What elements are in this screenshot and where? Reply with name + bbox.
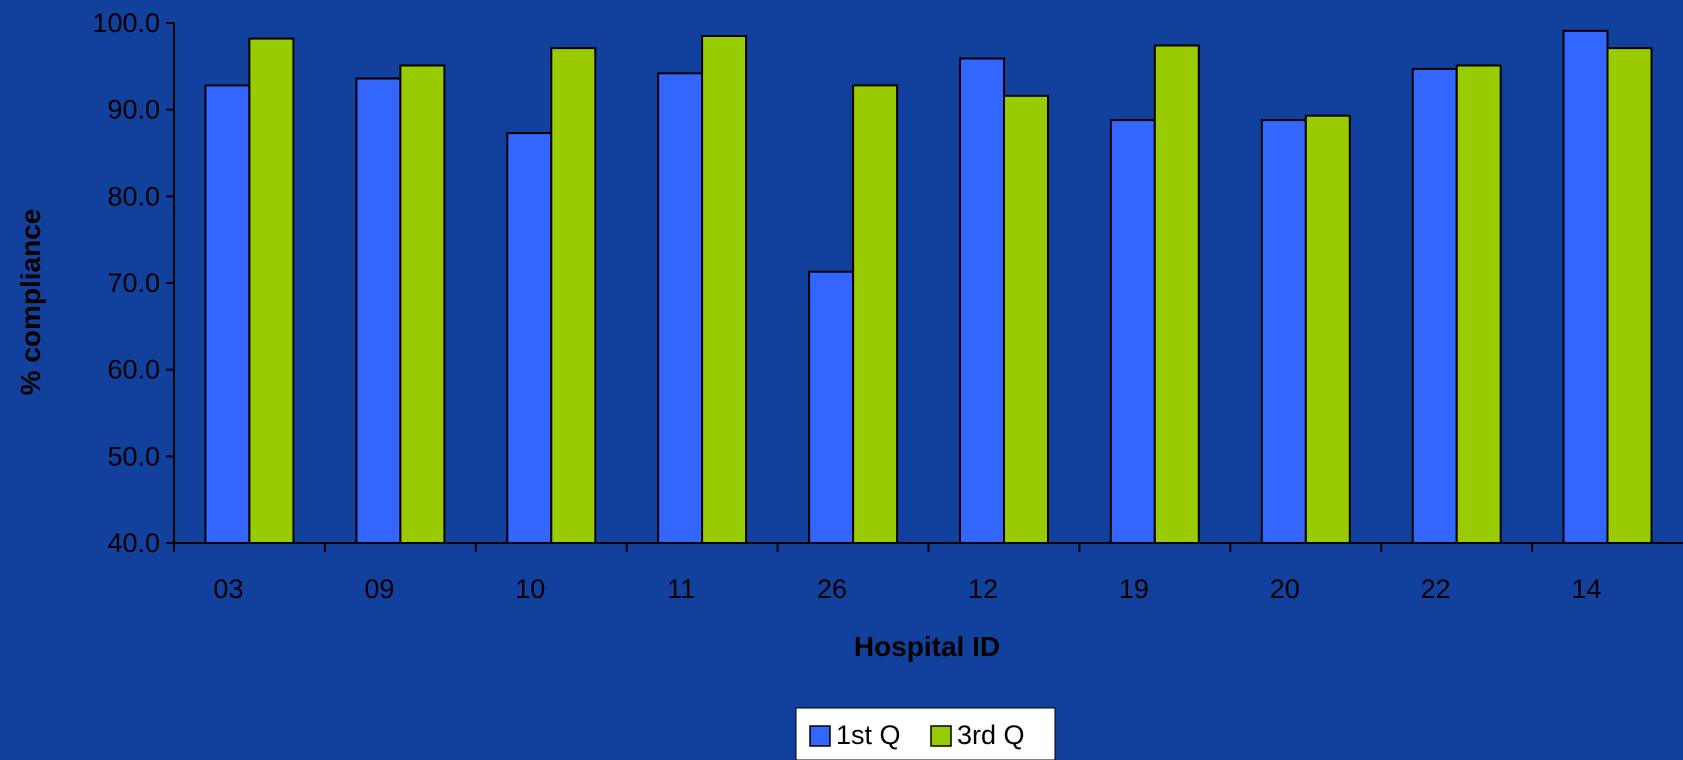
bar-1st-q-10 [506,132,553,544]
bar-3rd-q-09 [399,64,446,544]
labels-layer: 40.0 50.0 60.0 70.0 80.0 90.0 100.0 03 09 10 11 26 1… [92,8,1601,604]
legend-swatch-1st-q [809,725,831,747]
bar-1st-q-09 [355,77,402,544]
x-tick-label: 20 [1270,574,1300,604]
y-tick-label: 50.0 [107,441,160,471]
x-tick-label: 22 [1421,574,1451,604]
x-tick-label: 10 [515,574,545,604]
axes-layer [166,22,1683,552]
legend: 1st Q 3rd Q [795,707,1056,760]
bar-1st-q-14 [1562,29,1609,545]
bar-3rd-q-20 [1304,114,1351,544]
bar-1st-q-22 [1411,67,1458,545]
legend-label-1st-q: 1st Q [836,720,901,750]
x-tick-label: 19 [1119,574,1149,604]
x-tick-label: 14 [1572,574,1602,604]
x-axis-title: Hospital ID [854,631,1000,662]
y-tick-label: 40.0 [107,528,160,558]
y-tick-label: 100.0 [92,8,160,38]
bar-1st-q-19 [1109,119,1156,544]
legend-label-3rd-q: 3rd Q [957,720,1025,750]
x-tick-label: 11 [667,574,695,604]
bar-3rd-q-19 [1153,44,1200,544]
bar-3rd-q-10 [550,47,597,544]
x-tick-label: 26 [817,574,847,604]
y-tick-label: 90.0 [107,95,160,125]
y-tick-label: 70.0 [107,268,160,298]
y-tick-label: 80.0 [107,181,160,211]
bar-1st-q-03 [204,84,251,545]
bar-3rd-q-11 [701,35,748,544]
bar-1st-q-26 [808,270,855,544]
bar-3rd-q-22 [1455,64,1502,544]
bars-layer [204,29,1653,545]
bar-3rd-q-14 [1606,47,1653,544]
bar-3rd-q-03 [248,37,295,544]
x-tick-label: 12 [968,574,998,604]
legend-box [795,707,1056,760]
bar-1st-q-12 [959,57,1005,544]
x-tick-label: 09 [364,574,394,604]
bar-1st-q-11 [657,72,704,545]
x-tick-label: 03 [213,574,243,604]
bar-3rd-q-12 [1003,94,1049,545]
legend-swatch-3rd-q [930,725,952,747]
bar-1st-q-20 [1260,119,1307,544]
y-axis-title: % compliance [15,209,46,396]
y-tick-label: 60.0 [107,355,160,385]
bar-3rd-q-26 [852,84,899,545]
